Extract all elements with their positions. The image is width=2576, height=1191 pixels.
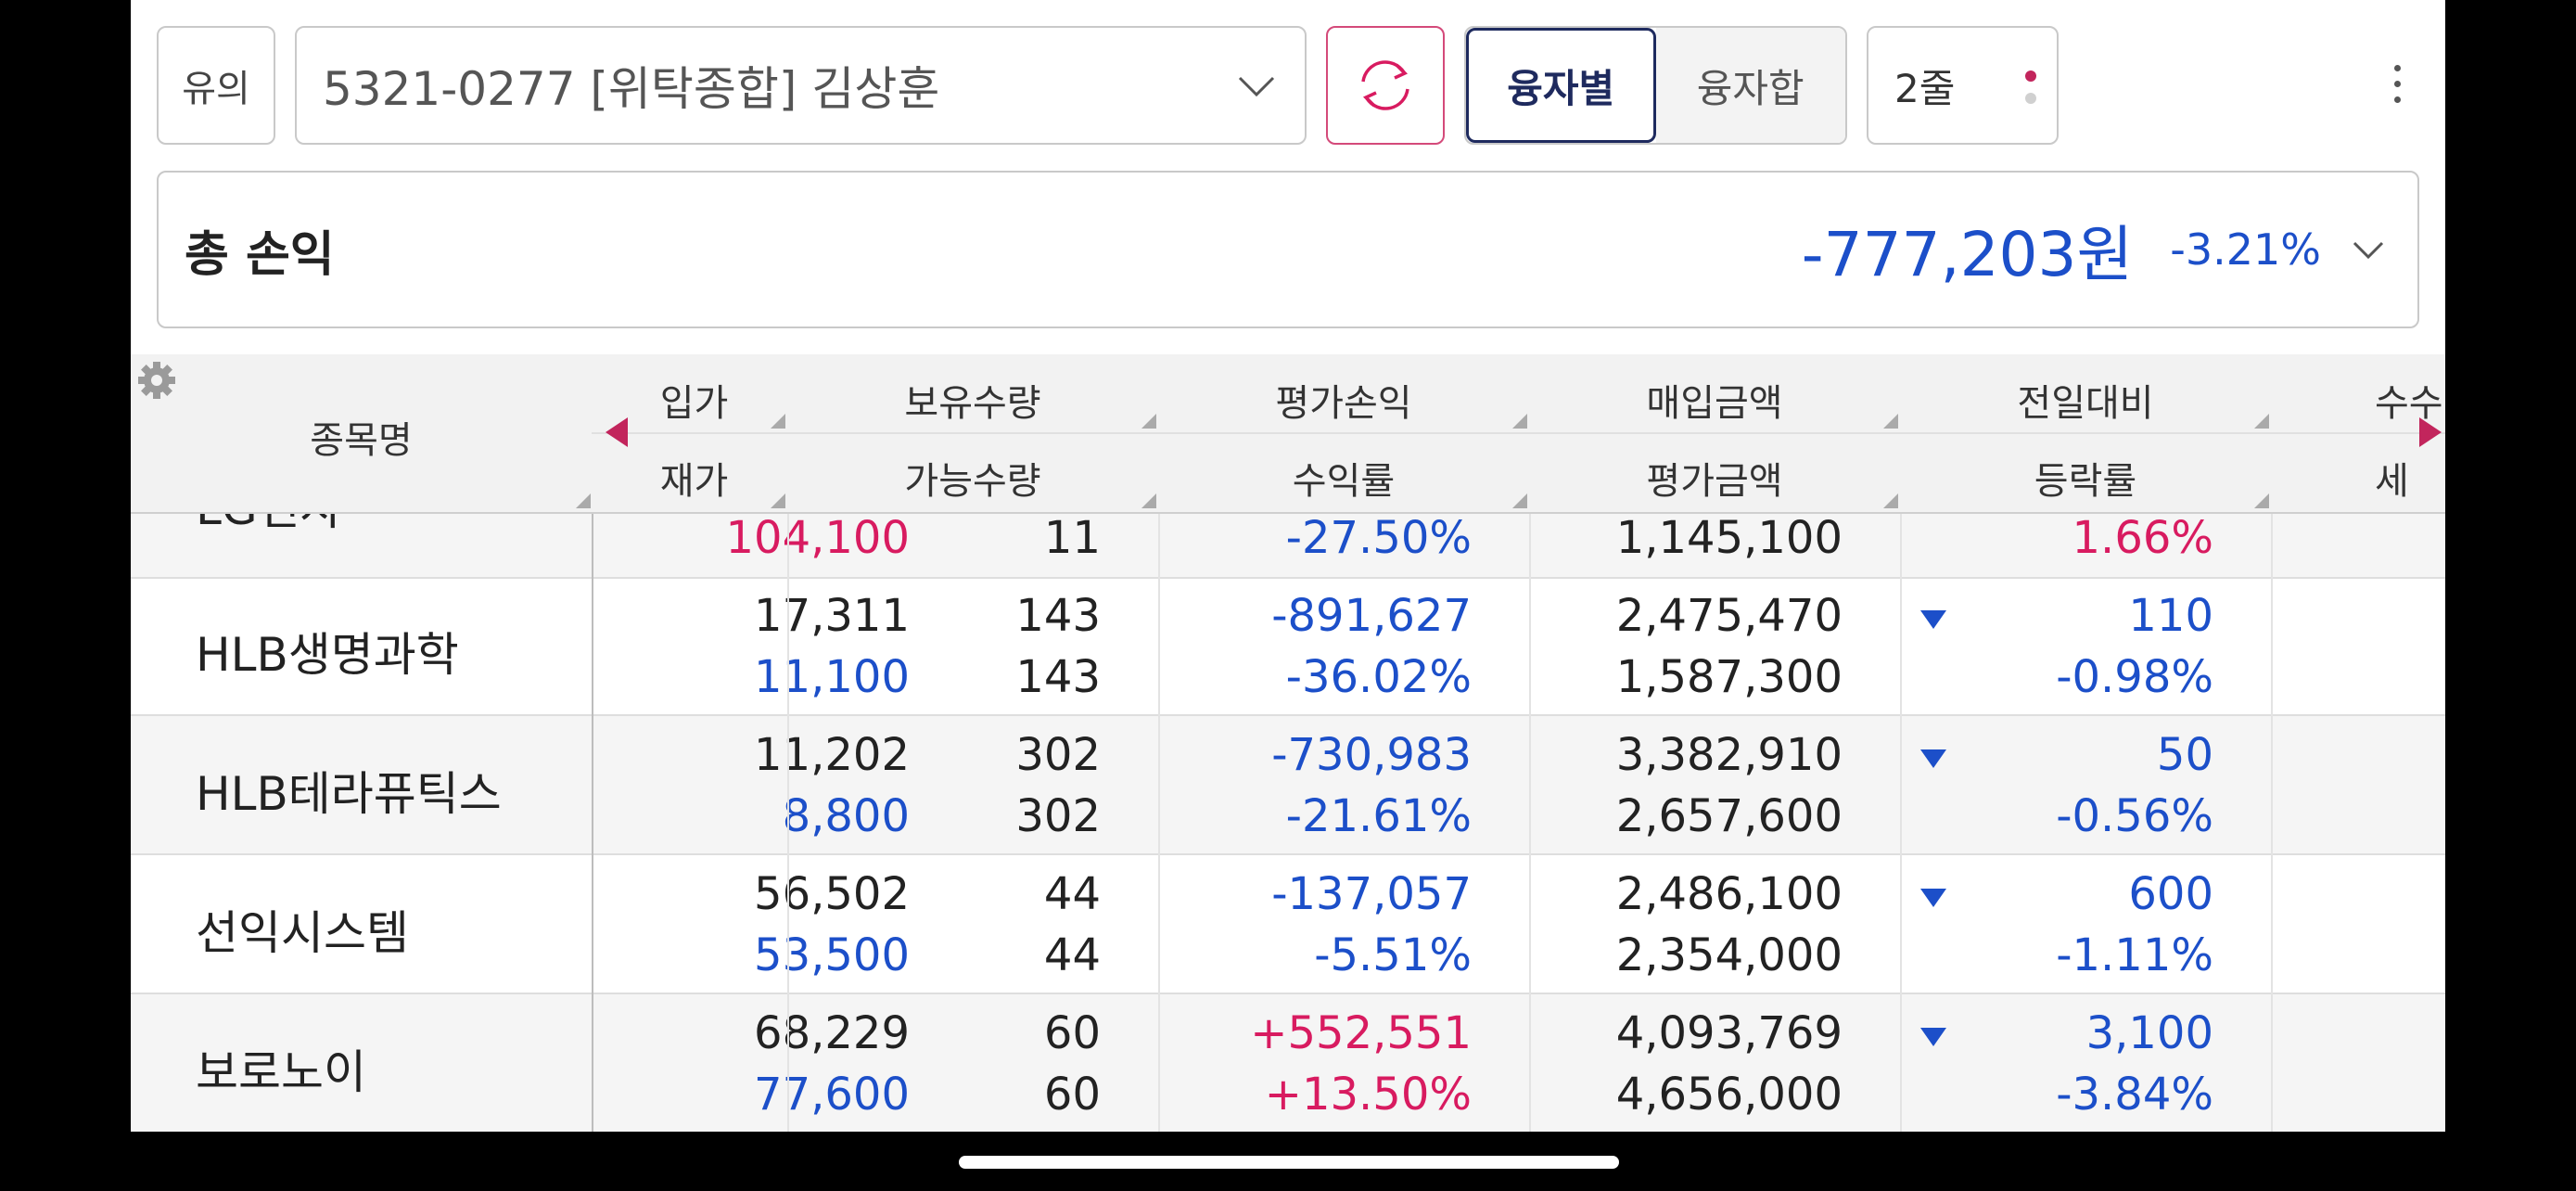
stock-name: 보로노이 (196, 1045, 366, 1099)
eval-amt: 4,656,000 (1615, 1069, 1843, 1121)
buy-amt: 2,486,100 (1615, 868, 1843, 920)
more-menu-icon[interactable] (2369, 37, 2425, 130)
buy-price: 17,311 (754, 590, 910, 642)
change-rate: 1.66% (2072, 512, 2213, 564)
col-header-pl[interactable]: 평가손익 (1275, 382, 1412, 425)
app-screen: 유의 5321-0277 [위탁종합] 김상훈 융자별 융자합 2줄 총 손익 … (131, 0, 2445, 1132)
cur-price: 53,500 (754, 929, 910, 981)
seg-by-loan[interactable]: 융자별 (1466, 28, 1656, 143)
change: 110 (2128, 590, 2213, 642)
account-label: 5321-0277 [위탁종합] 김상훈 (323, 62, 940, 116)
chevron-down-icon (1238, 76, 1275, 97)
avail-qty: 60 (1043, 1069, 1101, 1121)
col-header-name[interactable]: 종목명 (310, 419, 413, 462)
change: 600 (2128, 868, 2213, 920)
table-row[interactable]: HLB생명과학 17,311 11,100 143 143 -891,627 -… (131, 577, 2445, 716)
col-header-buy-amt[interactable]: 매입금액 (1646, 382, 1783, 425)
pl: -891,627 (1271, 590, 1472, 642)
table-row[interactable]: HLB테라퓨틱스 11,202 8,800 302 302 -730,983 -… (131, 716, 2445, 855)
down-triangle-icon (1920, 889, 1946, 907)
change: 3,100 (2085, 1007, 2213, 1059)
gear-icon[interactable] (136, 360, 177, 401)
change-rate: -0.56% (2056, 790, 2213, 842)
buy-amt: 3,382,910 (1615, 729, 1843, 781)
stock-name: HLB생명과학 (196, 628, 459, 682)
holdings-table[interactable]: 종목명 입가 재가 보유수량 가능수량 평가손익 수익률 매입금액 평가금액 전… (131, 354, 2445, 1132)
cur-price: 77,600 (754, 1069, 910, 1121)
buy-amt: 4,093,769 (1615, 1007, 1843, 1059)
seg-loan-sum[interactable]: 융자합 (1655, 28, 1845, 143)
pl-rate: +13.50% (1264, 1069, 1472, 1121)
down-triangle-icon (1920, 1028, 1946, 1046)
chevron-down-icon (2353, 241, 2384, 260)
change: 50 (2156, 729, 2213, 781)
col-header-cur-price[interactable]: 재가 (659, 460, 729, 503)
down-triangle-icon (1920, 610, 1946, 629)
qty: 60 (1043, 1007, 1101, 1059)
pl-rate: -21.61% (1285, 790, 1472, 842)
caution-button[interactable]: 유의 (157, 26, 275, 145)
stock-name: HLB테라퓨틱스 (196, 767, 502, 821)
caution-label: 유의 (182, 68, 250, 110)
total-pl-label: 총 손익 (185, 226, 335, 283)
col-header-change[interactable]: 전일대비 (2017, 382, 2154, 425)
change-rate: -0.98% (2056, 651, 2213, 703)
cur-price: 104,100 (725, 512, 911, 564)
qty: 143 (1015, 590, 1101, 642)
avail-qty: 44 (1043, 929, 1101, 981)
stock-name: 선익시스템 (196, 906, 409, 960)
cur-price: 11,100 (754, 651, 910, 703)
refresh-button[interactable] (1326, 26, 1445, 145)
pl: +552,551 (1250, 1007, 1472, 1059)
page-indicator-icon (2025, 93, 2036, 104)
total-pl-card[interactable]: 총 손익 -777,203원 -3.21% (157, 171, 2419, 328)
avail-qty: 302 (1015, 790, 1101, 842)
pl: -137,057 (1271, 868, 1472, 920)
avail-qty: 11 (1043, 512, 1101, 564)
buy-price: 11,202 (754, 729, 910, 781)
buy-price: 56,502 (754, 868, 910, 920)
account-select[interactable]: 5321-0277 [위탁종합] 김상훈 (295, 26, 1307, 145)
home-indicator[interactable] (959, 1156, 1619, 1169)
total-pl-amount: -777,203원 (1801, 219, 2134, 290)
pl-rate: -36.02% (1285, 651, 1472, 703)
eval-amt: 1,587,300 (1615, 651, 1843, 703)
refresh-icon (1361, 60, 1409, 110)
table-row[interactable]: 보로노이 68,229 77,600 60 60 +552,551 +13.50… (131, 994, 2445, 1132)
buy-price: 68,229 (754, 1007, 910, 1059)
pl-rate: -5.51% (1314, 929, 1472, 981)
col-header-qty[interactable]: 보유수량 (904, 382, 1041, 425)
pl-rate: -27.50% (1285, 512, 1472, 564)
avail-qty: 143 (1015, 651, 1101, 703)
loan-view-toggle[interactable]: 융자별 융자합 (1464, 26, 1847, 145)
table-row[interactable]: 선익시스템 56,502 53,500 44 44 -137,057 -5.51… (131, 855, 2445, 994)
scroll-left-arrow-icon[interactable] (606, 417, 628, 447)
col-header-pl-rate[interactable]: 수익률 (1292, 460, 1396, 503)
change-rate: -3.84% (2056, 1069, 2213, 1121)
down-triangle-icon (1920, 749, 1946, 768)
buy-amt: 2,475,470 (1615, 590, 1843, 642)
col-header-change-rate[interactable]: 등락률 (2034, 460, 2137, 503)
eval-amt: 2,354,000 (1615, 929, 1843, 981)
pl: -730,983 (1271, 729, 1472, 781)
table-header: 종목명 입가 재가 보유수량 가능수량 평가손익 수익률 매입금액 평가금액 전… (131, 354, 2445, 514)
eval-amt: 1,145,100 (1615, 512, 1843, 564)
line-mode-label: 2줄 (1894, 65, 1956, 111)
line-mode-button[interactable]: 2줄 (1867, 26, 2059, 145)
qty: 44 (1043, 868, 1101, 920)
page-indicator-active-icon (2025, 70, 2036, 82)
col-header-buy-price[interactable]: 입가 (659, 382, 729, 425)
col-header-tax[interactable]: 세 (2375, 460, 2409, 503)
cur-price: 8,800 (782, 790, 910, 842)
eval-amt: 2,657,600 (1615, 790, 1843, 842)
total-pl-rate: -3.21% (2170, 224, 2321, 275)
col-header-avail-qty[interactable]: 가능수량 (904, 460, 1041, 503)
col-header-eval-amt[interactable]: 평가금액 (1646, 460, 1783, 503)
qty: 302 (1015, 729, 1101, 781)
scroll-right-arrow-icon[interactable] (2419, 417, 2442, 447)
change-rate: -1.11% (2056, 929, 2213, 981)
